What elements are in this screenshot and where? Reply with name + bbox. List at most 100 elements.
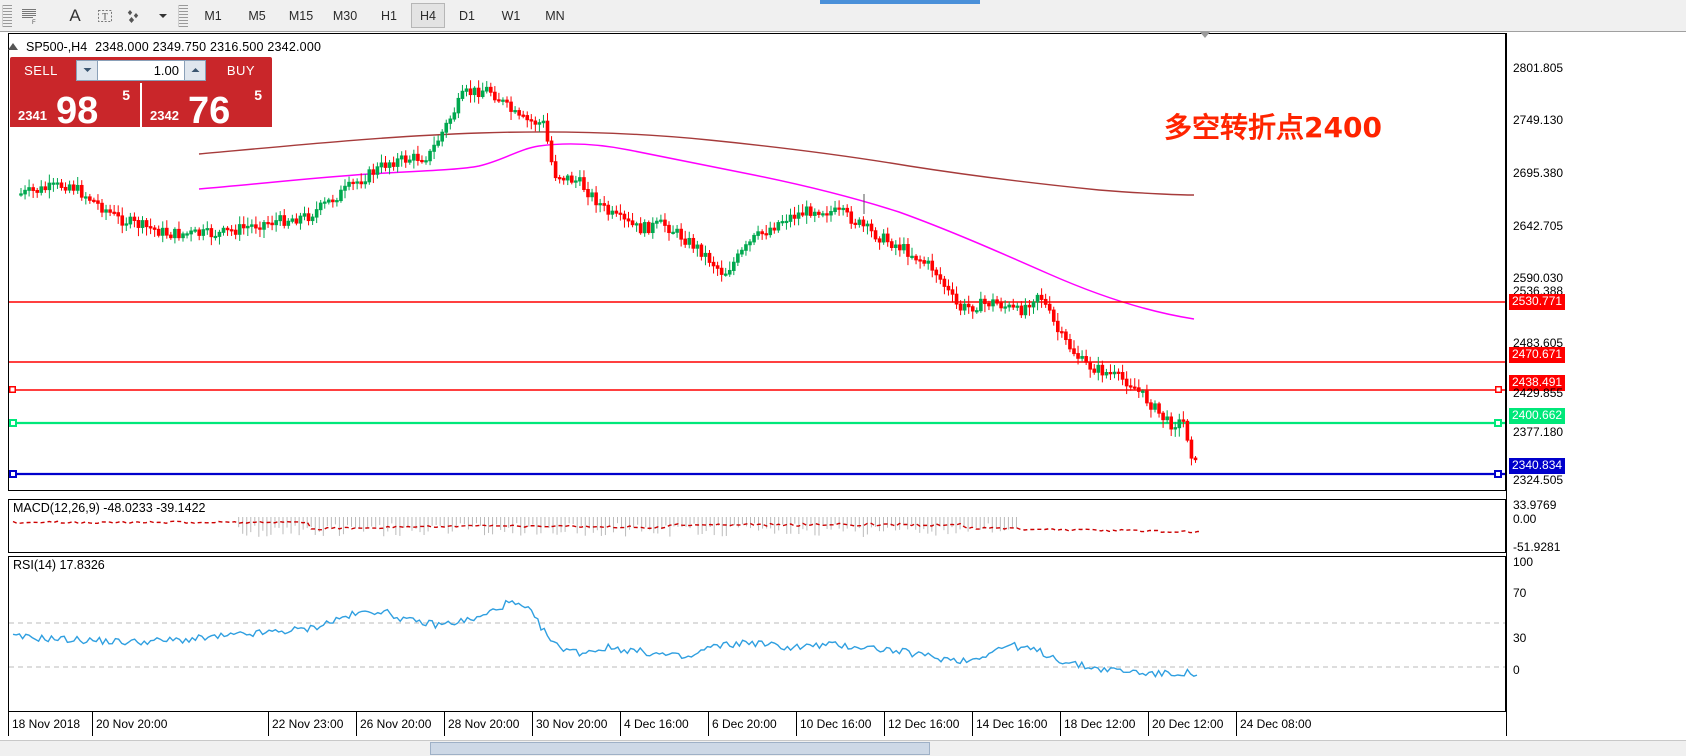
candle-body	[521, 114, 526, 117]
buy-button[interactable]: BUY	[210, 57, 272, 83]
candle-body	[1027, 304, 1032, 308]
chart-annotation-text[interactable]: 多空转折点2400	[1164, 111, 1382, 144]
candle-body	[1064, 331, 1068, 341]
rsi-panel[interactable]: RSI(14) 17.8326	[8, 556, 1506, 712]
buy-price-display[interactable]: 2342 76 5	[142, 83, 272, 132]
toolbar-grip-2[interactable]	[178, 4, 188, 27]
objects-icon[interactable]	[120, 3, 150, 29]
candle-body	[553, 161, 558, 179]
volume-increase-button[interactable]	[184, 59, 206, 81]
candle-body	[322, 201, 327, 204]
timeframe-d1[interactable]: D1	[459, 8, 475, 23]
timeframe-m30[interactable]: M30	[332, 8, 358, 23]
candle-body	[55, 182, 60, 185]
dropdown-arrow-icon[interactable]	[150, 3, 176, 29]
timeframe-m15[interactable]: M15	[288, 8, 314, 23]
timeframe-m5[interactable]: M5	[248, 8, 266, 23]
target-tag-2340[interactable]: 2340.834	[1509, 458, 1566, 474]
candle-body	[634, 223, 639, 226]
volume-decrease-button[interactable]	[76, 59, 98, 81]
candle-body	[898, 244, 902, 251]
time-tick	[444, 712, 445, 736]
macd-label: MACD(12,26,9) -48.0233 -39.1422	[13, 501, 206, 515]
candle-body	[476, 87, 481, 98]
text-tool-icon[interactable]: T	[90, 3, 120, 29]
candle-body	[440, 131, 444, 142]
candle-body	[683, 238, 688, 245]
candle-body	[590, 192, 594, 198]
support-tag-2400[interactable]: 2400.662	[1509, 408, 1566, 424]
timeframe-mn[interactable]: MN	[545, 8, 565, 23]
candle-body	[140, 220, 145, 228]
buy-price-main: 76	[188, 90, 231, 132]
window-scroll-indicator[interactable]	[820, 0, 980, 4]
candle-body	[92, 199, 96, 202]
candle-body	[914, 255, 918, 261]
font-icon[interactable]: A	[69, 5, 81, 25]
candle-body	[594, 192, 598, 206]
candle-body	[310, 216, 315, 222]
candle-body	[363, 181, 368, 185]
sell-price-display[interactable]: 2341 98 5	[10, 83, 140, 130]
time-label: 14 Dec 16:00	[976, 717, 1048, 731]
time-label: 18 Dec 12:00	[1064, 717, 1136, 731]
resistance-tag-2530[interactable]: 2530.771	[1509, 294, 1566, 310]
timeframe-h1[interactable]: H1	[381, 8, 397, 23]
candle-body	[128, 216, 133, 225]
candle-body	[460, 90, 465, 99]
candle-body	[84, 196, 88, 199]
candle-body	[493, 91, 497, 101]
timeframe-m1[interactable]: M1	[204, 8, 222, 23]
candle-body	[229, 229, 234, 232]
rsi-canvas	[9, 599, 1505, 678]
candle-body	[1076, 353, 1080, 359]
sell-price-fraction: 5	[122, 87, 130, 103]
candle-body	[383, 162, 388, 168]
macd-axis-zero: 0.00	[1513, 512, 1537, 526]
macd-panel[interactable]: MACD(12,26,9) -48.0233 -39.1422	[8, 499, 1506, 553]
candle-body	[736, 253, 740, 263]
candle-body	[849, 211, 854, 224]
sell-button[interactable]: SELL	[10, 57, 72, 83]
price-axis-divider[interactable]	[1506, 33, 1507, 736]
candle-body	[152, 227, 157, 230]
resistance-tag-2438[interactable]: 2438.491	[1509, 375, 1566, 391]
timeframe-h4[interactable]: H4	[411, 3, 445, 28]
candle-body	[177, 228, 181, 239]
candle-body	[873, 230, 878, 240]
candle-body	[910, 255, 914, 258]
time-axis[interactable]: 18 Nov 2018 20 Nov 20:00 22 Nov 23:00 26 No…	[8, 712, 1506, 736]
price-tick-2695: 2695.380	[1513, 166, 1564, 180]
collapse-triangle-icon[interactable]	[8, 43, 18, 50]
candle-body	[533, 120, 538, 125]
candle-body	[752, 234, 756, 243]
candle-body	[217, 231, 222, 237]
candle-body	[865, 223, 870, 227]
candle-body	[829, 211, 833, 216]
candle-body	[480, 90, 485, 98]
timeframe-w1[interactable]: W1	[501, 8, 521, 23]
one-click-trading-panel[interactable]: SELL 1.00 BUY 2341 98 5 2342 76 5	[10, 57, 272, 132]
time-tick	[972, 712, 973, 736]
candle-body	[691, 237, 696, 249]
candle-body	[1165, 416, 1169, 421]
candle-body	[719, 267, 724, 275]
candle-body	[185, 233, 189, 236]
candle-body	[298, 215, 303, 224]
candle-body	[47, 182, 52, 191]
candle-body	[991, 299, 995, 307]
toolbar-grip[interactable]	[2, 4, 12, 27]
candle-body	[173, 228, 177, 239]
candle-body	[1007, 304, 1012, 308]
candle-body	[278, 215, 282, 222]
candle-body	[1161, 412, 1165, 421]
candle-body	[796, 212, 801, 219]
scrollbar-thumb[interactable]	[430, 742, 930, 755]
resistance-tag-2470[interactable]: 2470.671	[1509, 347, 1566, 363]
candle-body	[776, 222, 781, 231]
volume-input[interactable]: 1.00	[98, 59, 184, 81]
candle-body	[371, 169, 376, 175]
horizontal-scrollbar[interactable]	[0, 740, 1686, 756]
templates-icon[interactable]: F	[15, 3, 45, 29]
candle-body	[1003, 306, 1007, 309]
